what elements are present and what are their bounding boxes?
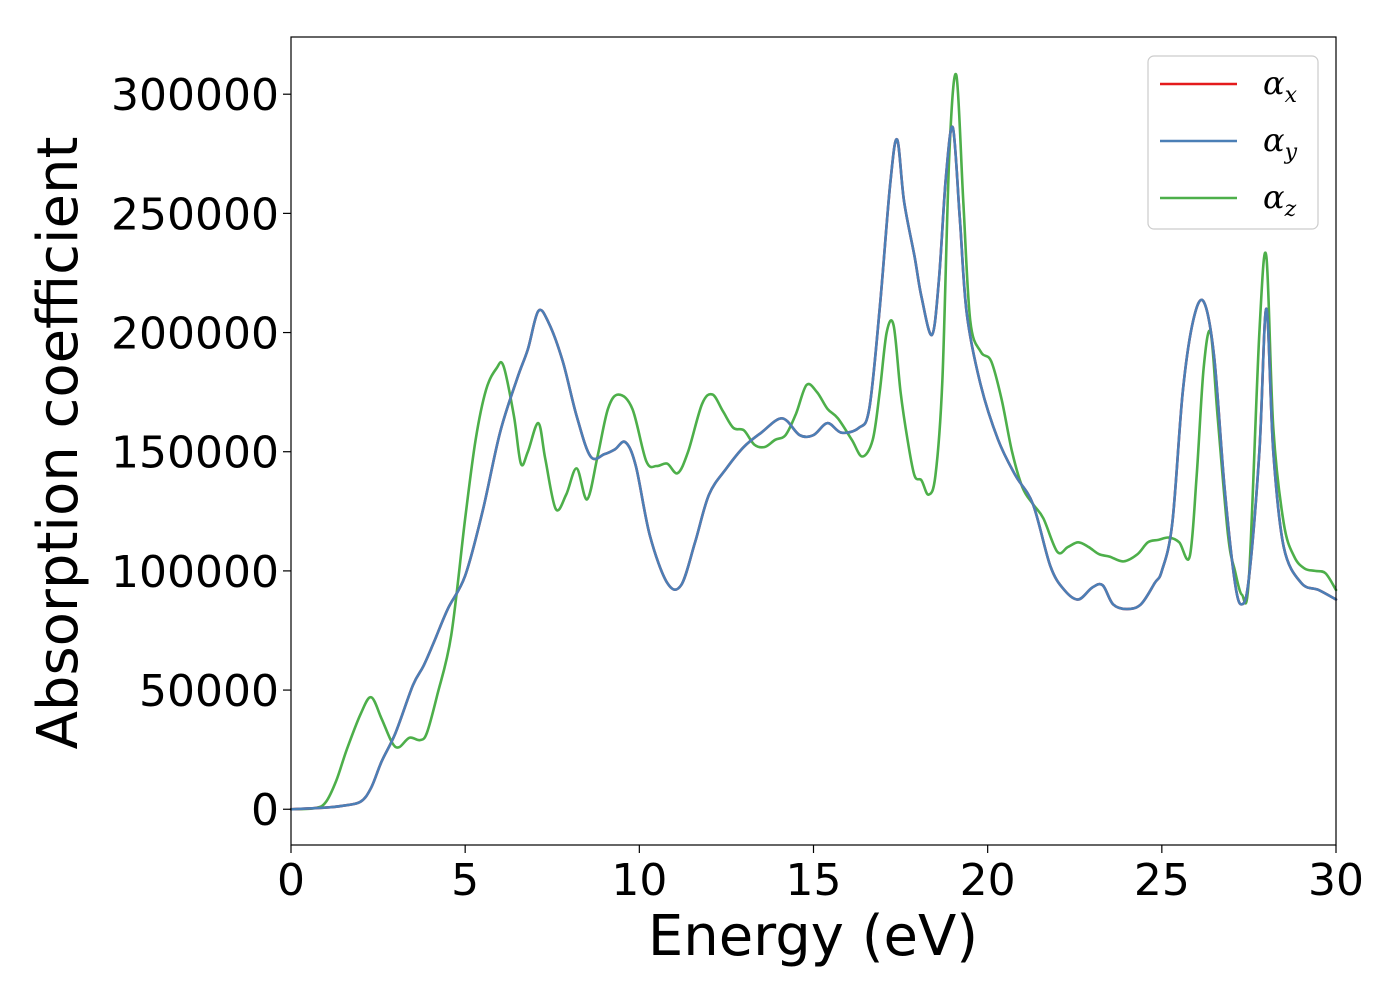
x-tick-label: 10 (611, 855, 667, 906)
y-tick-label: 50000 (139, 666, 279, 717)
legend-box (1147, 55, 1319, 230)
y-axis: 0 50000 100000 150000 200000 250000 300000 (111, 70, 291, 836)
x-axis: 0 5 10 15 20 25 30 (277, 845, 1364, 906)
legend-subscript: x (1285, 83, 1298, 108)
x-tick-label: 20 (960, 855, 1016, 906)
legend-subscript: z (1284, 197, 1297, 222)
y-tick-label: 300000 (111, 70, 279, 121)
x-tick-label: 5 (451, 855, 479, 906)
series-line-y (289, 125, 1338, 811)
x-tick-label: 25 (1134, 855, 1190, 906)
x-tick-label: 0 (277, 855, 305, 906)
legend-symbol: α (1263, 178, 1285, 216)
y-tick-label: 250000 (111, 189, 279, 240)
legend-label-x: αx (1263, 64, 1298, 108)
y-tick-label: 100000 (111, 547, 279, 598)
y-tick-label: 0 (251, 785, 279, 836)
series-line-z (289, 72, 1338, 811)
legend-symbol: α (1263, 121, 1285, 159)
x-tick-label: 15 (786, 855, 842, 906)
legend-symbol: α (1263, 64, 1285, 102)
legend-label-y: αy (1263, 121, 1298, 165)
legend-subscript: y (1284, 140, 1298, 165)
x-axis-label: Energy (eV) (648, 904, 978, 969)
y-tick-label: 200000 (111, 309, 279, 360)
y-tick-label: 150000 (111, 428, 279, 479)
series-layer (289, 72, 1338, 811)
x-tick-label: 30 (1308, 855, 1364, 906)
y-axis-label: Absorption coefficient (26, 137, 91, 750)
legend-label-z: αz (1263, 178, 1297, 222)
